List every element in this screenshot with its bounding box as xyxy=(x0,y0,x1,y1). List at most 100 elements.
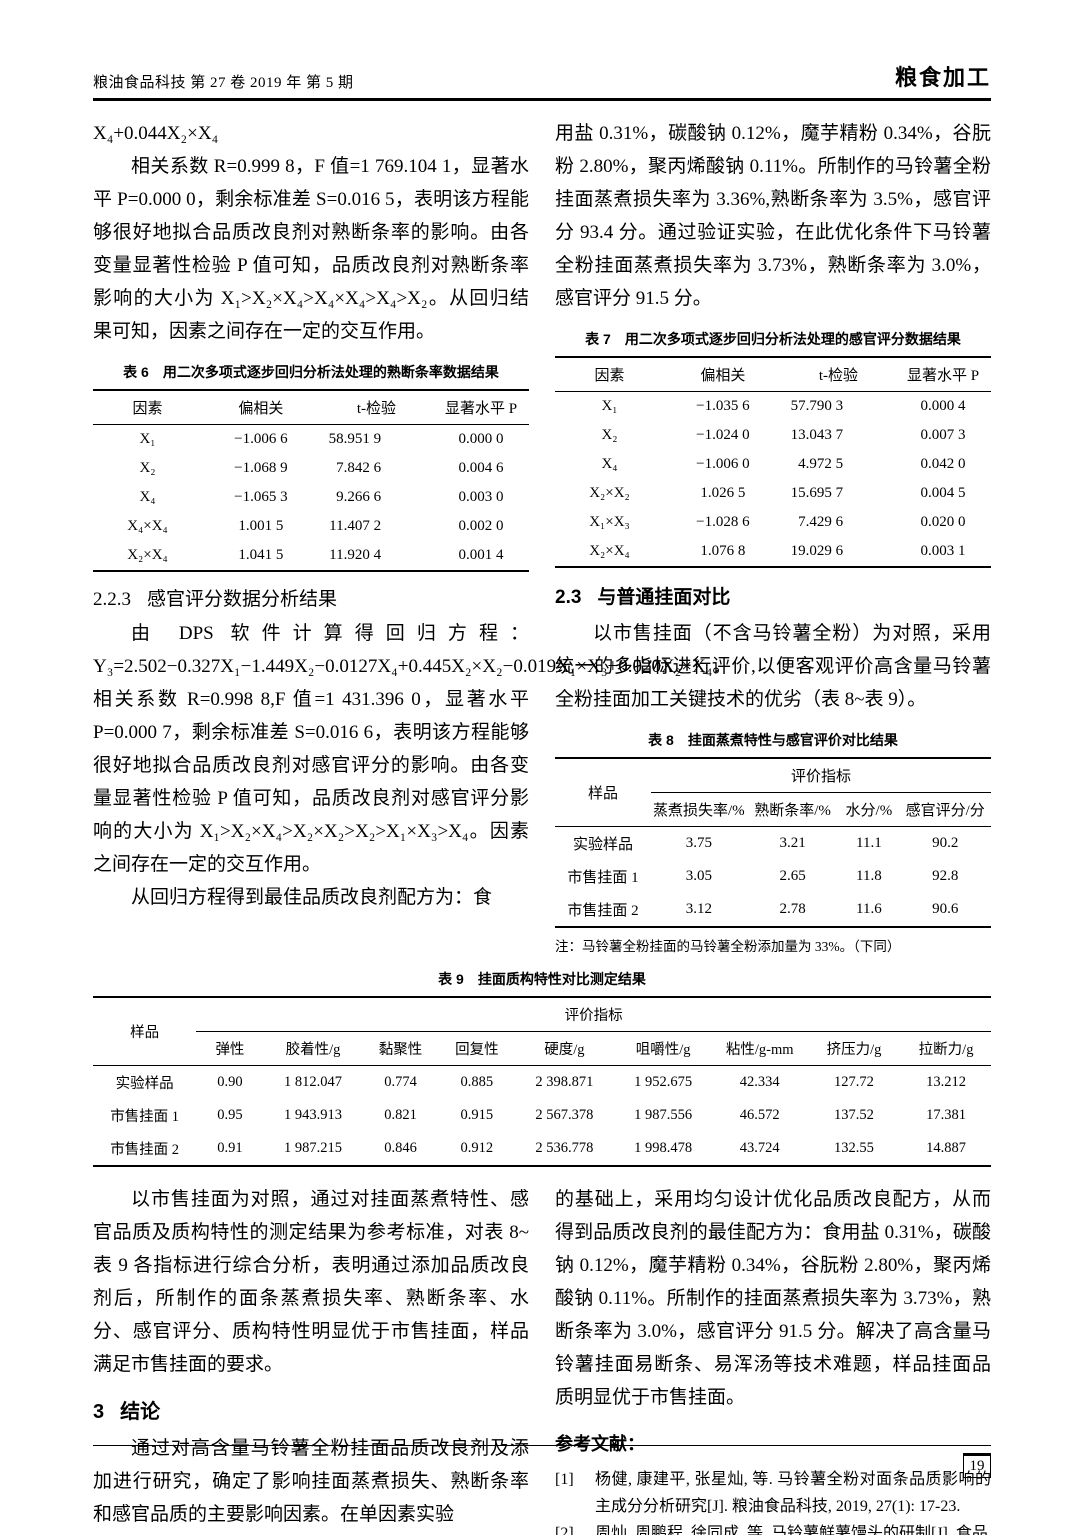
table-cell: 1.001 5 xyxy=(238,518,284,534)
table-row: X₁×X₃ −1.028 6 7.429 6 0.020 0 xyxy=(555,508,991,537)
equation-line: X₄+0.044X₂×X₄ xyxy=(93,123,219,144)
table-header-cell: 样品 xyxy=(93,997,197,1066)
table-header-cell: t-检验 xyxy=(319,390,434,425)
table-header-cell: 偏相关 xyxy=(202,390,320,425)
table-cell: −1.028 6 xyxy=(696,514,750,530)
table-cell: 11.8 xyxy=(856,868,882,884)
table-cell: 13.212 xyxy=(926,1074,966,1090)
paragraph: 从回归方程得到最佳品质改良剂配方为：食 xyxy=(131,887,493,908)
table-cell: 15.695 7 xyxy=(790,485,844,501)
table-cell: X₄ xyxy=(139,489,156,505)
table-subheader-row: 弹性 胶着性/g 黏聚性 回复性 硬度/g 咀嚼性/g 粘性/g-mm 挤压力/… xyxy=(93,1031,991,1066)
reference-item: [1] 杨健, 康建平, 张星灿, 等. 马铃薯全粉对面条品质影响的主成分分析研… xyxy=(555,1466,991,1520)
table-header-cell: 样品 xyxy=(555,758,651,827)
table-row: X₂×X₄ 1.041 5 11.920 4 0.001 4 xyxy=(93,541,529,571)
table-header-cell: 挤压力/g xyxy=(806,1031,902,1066)
table-row: 市售挂面 1 0.95 1 943.913 0.821 0.915 2 567.… xyxy=(93,1099,991,1132)
table-cell: 46.572 xyxy=(739,1107,780,1123)
table-cell: 0.003 1 xyxy=(920,543,966,559)
table7: 因素 偏相关 t-检验 显著水平 P X₁ −1.035 6 57.790 3 … xyxy=(555,356,991,568)
table-header-cell: 显著水平 P xyxy=(433,390,529,425)
table-cell: 3.05 xyxy=(685,868,712,884)
table-cell: 2.65 xyxy=(779,868,806,884)
table-header-cell: t-检验 xyxy=(781,357,896,392)
table-cell: X₂×X₄ xyxy=(589,543,630,559)
table-cell: 0.042 0 xyxy=(920,456,966,472)
table-group-header: 评价指标 xyxy=(196,997,991,1032)
table-cell: 11.6 xyxy=(856,901,882,917)
table-row: X₄ −1.065 3 9.266 6 0.003 0 xyxy=(93,483,529,512)
table-cell: 17.381 xyxy=(926,1107,966,1123)
table-cell: 0.003 0 xyxy=(458,489,504,505)
table-cell: 137.52 xyxy=(834,1107,874,1123)
table-cell: 1.076 8 xyxy=(700,543,746,559)
table-cell: 1 987.215 xyxy=(283,1140,342,1156)
section-title: 结论 xyxy=(120,1401,161,1423)
table-header-cell: 弹性 xyxy=(196,1031,264,1066)
table-header-cell: 咀嚼性/g xyxy=(613,1031,713,1066)
table-header-row: 样品 评价指标 xyxy=(93,997,991,1066)
table-cell: 14.887 xyxy=(926,1140,966,1156)
section-number: 2.3 xyxy=(555,587,582,608)
table-cell: −1.065 3 xyxy=(234,489,288,505)
table-cell: 1.026 5 xyxy=(700,485,746,501)
table-header-cell: 熟断条率/% xyxy=(746,792,839,827)
table-cell: 1.041 5 xyxy=(238,547,284,563)
table-cell: 2 536.778 xyxy=(535,1140,594,1156)
table-cell: X₂ xyxy=(139,460,156,476)
section-heading-23: 2.3 与普通挂面对比 xyxy=(555,582,991,609)
table8-note: 注：马铃薯全粉挂面的马铃薯全粉添加量为 33%。（下同） xyxy=(555,939,901,954)
table-cell: 1 987.556 xyxy=(634,1107,693,1123)
table-cell: 0.004 5 xyxy=(920,485,966,501)
table-cell: 市售挂面 2 xyxy=(567,903,639,919)
table-subheader-row: 蒸煮损失率/% 熟断条率/% 水分/% 感官评分/分 xyxy=(555,792,991,827)
reference-text: 杨健, 康建平, 张星灿, 等. 马铃薯全粉对面条品质影响的主成分分析研究[J]… xyxy=(595,1471,991,1515)
table-cell: 0.001 4 xyxy=(458,547,504,563)
table-cell: 0.004 6 xyxy=(458,460,504,476)
table-cell: 市售挂面 1 xyxy=(110,1109,180,1125)
table-cell: 0.020 0 xyxy=(920,514,966,530)
table-cell: 7.429 6 xyxy=(798,514,844,530)
journal-info: 粮油食品科技 第 27 卷 2019 年 第 5 期 xyxy=(93,75,354,91)
table-cell: X₁×X₃ xyxy=(589,514,630,530)
table-header-cell: 因素 xyxy=(93,390,202,425)
table-header-row: 因素 偏相关 t-检验 显著水平 P xyxy=(555,357,991,392)
table-cell: 实验样品 xyxy=(572,837,633,853)
table-cell: 127.72 xyxy=(834,1074,874,1090)
paragraph: 以市售挂面为对照，通过对挂面蒸煮特性、感官品质及质构特性的测定结果为参考标准，对… xyxy=(93,1189,529,1375)
table-cell: 1 952.675 xyxy=(634,1074,693,1090)
table-cell: 0.95 xyxy=(217,1107,243,1123)
table-cell: 13.043 7 xyxy=(790,427,844,443)
table9-block: 表 9 挂面质构特性对比测定结果 样品 评价指标 弹性 胶着性/g 黏聚性 回 xyxy=(93,969,991,1167)
table-row: X₂ −1.024 0 13.043 7 0.007 3 xyxy=(555,421,991,450)
table-row: X₂×X₄ 1.076 8 19.029 6 0.003 1 xyxy=(555,537,991,567)
table-cell: 3.12 xyxy=(685,901,712,917)
table-header-row: 样品 评价指标 xyxy=(555,758,991,827)
section-number: 3 xyxy=(93,1401,105,1423)
table-cell: 57.790 3 xyxy=(790,398,844,414)
table9: 样品 评价指标 弹性 胶着性/g 黏聚性 回复性 硬度/g 咀嚼性/g 粘性/g… xyxy=(93,996,991,1167)
table-header-cell: 偏相关 xyxy=(664,357,782,392)
table-cell: −1.006 0 xyxy=(696,456,750,472)
table-row: 实验样品 3.75 3.21 11.1 90.2 xyxy=(555,827,991,861)
table-cell: X₂×X₄ xyxy=(127,547,168,563)
table-cell: 1 998.478 xyxy=(634,1140,693,1156)
reference-number: [2] xyxy=(555,1525,574,1535)
right-column-upper: 用盐 0.31%，碳酸钠 0.12%，魔芋精粉 0.34%，谷朊粉 2.80%，… xyxy=(555,117,991,955)
table-cell: 0.915 xyxy=(460,1107,494,1123)
left-column-upper: X₄+0.044X₂×X₄ 相关系数 R=0.999 8，F 值=1 769.1… xyxy=(93,117,731,955)
table-row: X₁ −1.006 6 58.951 9 0.000 0 xyxy=(93,425,529,455)
table-cell: 58.951 9 xyxy=(328,431,382,447)
paragraph: 用盐 0.31%，碳酸钠 0.12%，魔芋精粉 0.34%，谷朊粉 2.80%，… xyxy=(555,123,991,309)
table-row: X₁ −1.035 6 57.790 3 0.000 4 xyxy=(555,392,991,422)
table-cell: 43.724 xyxy=(739,1140,780,1156)
paragraph: 的基础上，采用均匀设计优化品质改良配方，从而得到品质改良剂的最佳配方为：食用盐 … xyxy=(555,1189,991,1408)
table-cell: 0.000 0 xyxy=(458,431,504,447)
page-number: 19 xyxy=(963,1453,991,1478)
reference-item: [2] 周灿, 周鹏程, 徐同成, 等. 马铃薯鲜薯馒头的研制[J]. 食品 xyxy=(555,1520,991,1535)
table-cell: −1.068 9 xyxy=(234,460,288,476)
table-cell: 0.821 xyxy=(384,1107,417,1123)
table-cell: 1 812.047 xyxy=(283,1074,342,1090)
table-group-header: 评价指标 xyxy=(650,758,991,793)
table-row: X₄ −1.006 0 4.972 5 0.042 0 xyxy=(555,450,991,479)
